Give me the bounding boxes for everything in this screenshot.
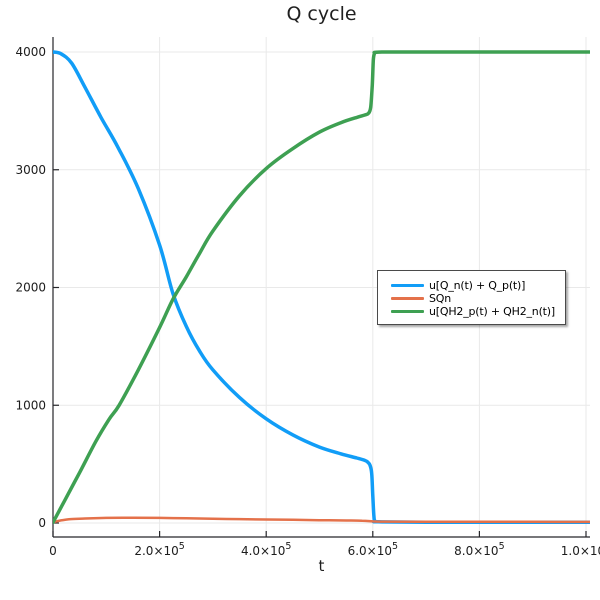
series-line [53, 50, 590, 525]
x-tick-label: 4.0×105 [241, 541, 291, 558]
y-tick-label: 0 [38, 516, 46, 530]
legend-label: u[QH2_p(t) + QH2_n(t)] [429, 305, 555, 318]
x-tick-label: 8.0×105 [454, 541, 504, 558]
chart-title: Q cycle [286, 3, 357, 25]
y-tick-label: 4000 [15, 45, 46, 59]
legend-label: u[Q_n(t) + Q_p(t)] [429, 279, 526, 292]
series-line [53, 50, 590, 525]
y-tick-label: 2000 [15, 281, 46, 295]
legend-label: SQn [429, 292, 452, 305]
data-series [53, 50, 590, 525]
x-tick-label: 0 [49, 544, 57, 558]
legend-item: u[Q_n(t) + Q_p(t)] [391, 279, 565, 292]
x-axis-label: t [318, 557, 325, 575]
legend-line-swatch [391, 284, 424, 287]
axes [52, 37, 590, 538]
legend-line-swatch [391, 297, 424, 300]
x-tick-labels: 0 2.0×105 4.0×105 6.0×105 8.0×105 1.0×106 [49, 541, 600, 558]
legend-item: SQn [391, 292, 565, 305]
x-tick-label: 2.0×105 [134, 541, 184, 558]
y-tick-label: 3000 [15, 163, 46, 177]
series-line [53, 516, 590, 524]
y-tick-label: 1000 [15, 398, 46, 412]
legend-item: u[QH2_p(t) + QH2_n(t)] [391, 305, 565, 318]
legend: u[Q_n(t) + Q_p(t)] SQn u[QH2_p(t) + QH2_n(… [377, 270, 566, 325]
x-tick-label: 6.0×105 [348, 541, 398, 558]
x-tick-label: 1.0×106 [561, 541, 600, 558]
legend-line-swatch [391, 310, 424, 313]
y-tick-labels: 0 1000 2000 3000 4000 [15, 45, 46, 530]
